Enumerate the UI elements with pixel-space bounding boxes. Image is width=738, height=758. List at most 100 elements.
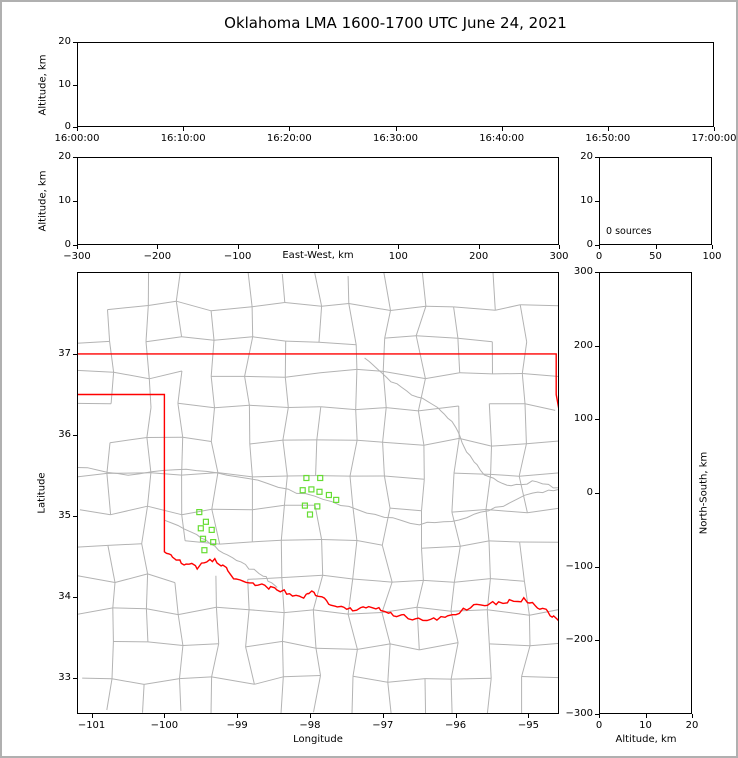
county-line [315, 648, 321, 676]
county-line [174, 582, 179, 615]
county-line [450, 679, 453, 714]
lma-station-marker [299, 487, 306, 494]
county-line [314, 505, 323, 540]
county-line [217, 472, 253, 478]
county-line [145, 341, 150, 379]
county-line [356, 540, 383, 546]
county-line [424, 678, 452, 680]
county-line [214, 404, 250, 409]
time-altitude-panel[interactable] [77, 42, 714, 127]
x-tick-label: −300 [63, 251, 91, 262]
county-line [387, 643, 391, 683]
county-line [458, 405, 460, 439]
county-line [454, 578, 491, 583]
y-tick-label: −200 [565, 634, 593, 646]
county-line [285, 372, 321, 378]
county-line [384, 310, 391, 339]
y-tick-mark [73, 127, 77, 128]
x-tick-mark [455, 714, 457, 718]
county-line [77, 544, 108, 548]
x-tick-mark [164, 714, 166, 718]
county-line [110, 505, 148, 516]
county-line [114, 573, 148, 583]
county-line [529, 609, 559, 616]
county-line [423, 579, 455, 583]
county-line [314, 272, 323, 307]
county-line [213, 336, 253, 341]
county-line [177, 370, 183, 404]
county-line [450, 609, 488, 612]
county-line [177, 403, 184, 438]
county-line [77, 369, 114, 373]
river-line [77, 467, 559, 526]
county-line [421, 548, 424, 581]
county-line [425, 372, 460, 380]
x-tick-label: 16:30:00 [373, 133, 418, 144]
county-line [387, 678, 426, 683]
y-tick-mark [73, 353, 77, 355]
y-tick-mark [73, 597, 77, 599]
lma-station-marker [208, 526, 215, 533]
county-line [107, 309, 111, 342]
county-line [111, 641, 114, 679]
x-tick-mark [309, 714, 311, 718]
county-line [357, 643, 391, 650]
oklahoma-south-west-border [77, 393, 559, 622]
county-line [147, 573, 176, 584]
county-line [520, 304, 559, 307]
x-tick-label: −99 [226, 720, 248, 731]
county-line [352, 675, 388, 683]
county-line [315, 647, 358, 650]
county-line [146, 407, 152, 438]
county-line [106, 442, 111, 474]
y-tick-label: 20 [58, 36, 71, 47]
lma-station-marker [201, 547, 208, 554]
county-line [485, 509, 490, 541]
county-line [145, 573, 149, 609]
y-tick-label: 36 [58, 429, 71, 440]
x-tick-label: 300 [549, 251, 569, 262]
county-line [382, 442, 385, 477]
northsouth-altitude-panel[interactable] [599, 272, 692, 714]
y-tick-label: 37 [58, 347, 71, 359]
county-line [112, 607, 147, 610]
county-line [280, 505, 285, 541]
y-tick-label: −300 [565, 708, 593, 719]
source-histogram-panel[interactable]: 0 sources [599, 157, 712, 245]
eastwest-altitude-panel[interactable] [77, 157, 559, 245]
county-line [252, 302, 285, 308]
county-line [282, 440, 288, 477]
county-line [348, 303, 391, 311]
x-tick-label: 10 [639, 720, 652, 731]
x-tick-mark [157, 245, 159, 249]
y-tick-mark [73, 678, 77, 680]
county-line [181, 472, 218, 476]
county-line [211, 676, 255, 685]
county-line [492, 272, 496, 311]
county-line [141, 506, 148, 544]
map-panel[interactable] [77, 272, 559, 714]
county-line [518, 476, 528, 513]
county-line [521, 645, 531, 677]
county-line [145, 305, 149, 342]
county-line [348, 303, 357, 345]
x-tick-label: 16:40:00 [479, 133, 525, 144]
county-line [416, 607, 420, 650]
county-line [453, 438, 460, 474]
county-line [215, 575, 217, 608]
county-line [112, 607, 114, 642]
y-tick-mark [73, 245, 77, 246]
county-line [182, 643, 219, 646]
county-line [210, 376, 215, 408]
county-line [451, 473, 455, 513]
county-line [382, 441, 424, 446]
county-line [518, 443, 527, 477]
x-tick-label: 20 [685, 720, 699, 731]
county-line [210, 310, 215, 341]
county-line [284, 609, 314, 614]
x-tick-mark [692, 714, 693, 718]
county-line [485, 509, 528, 514]
county-line [210, 676, 213, 714]
x-tick-label: 17:00:00 [691, 133, 737, 144]
